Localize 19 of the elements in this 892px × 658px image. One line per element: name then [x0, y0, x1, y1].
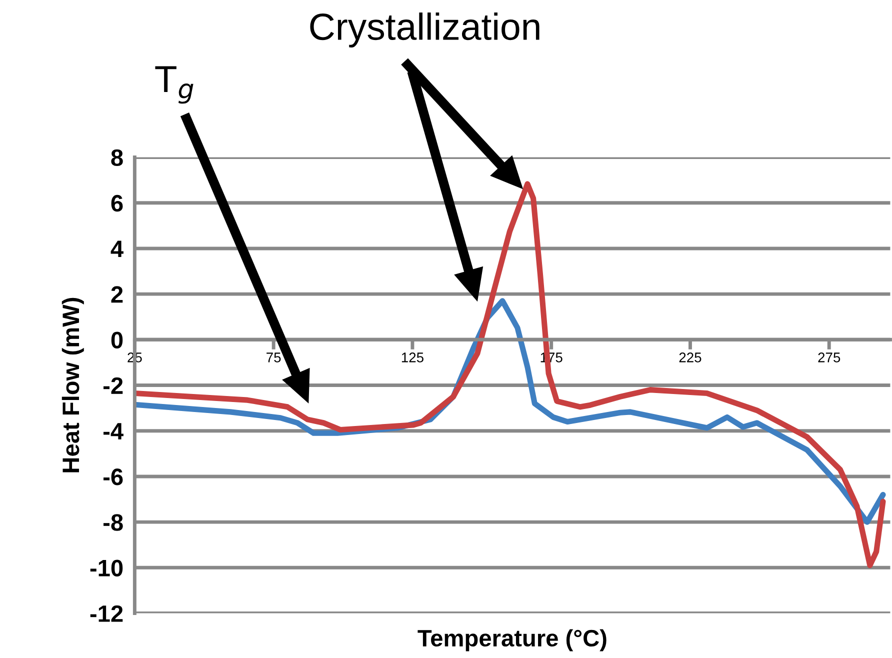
y-tick-label: -6	[104, 468, 123, 486]
text: T$_{g}$	[155, 66, 194, 104]
y-axis-title: Heat Flow (mW)	[62, 298, 84, 472]
x-tick-label: 125	[402, 352, 424, 362]
text: Crystallization	[310, 12, 540, 48]
y-tick-label: -2	[104, 377, 123, 394]
y-tick-label: 0	[111, 332, 123, 348]
x-tick-label: 275	[818, 352, 840, 362]
y-tick-label: -10	[90, 560, 123, 576]
x-axis-title: Temperature (°C)	[418, 629, 606, 652]
y-tick-label: -4	[104, 423, 124, 440]
y-tick-label: -12	[90, 605, 123, 622]
x-tick-label: 75	[266, 352, 281, 362]
y-tick-label: 8	[111, 149, 123, 166]
y-tick-label: 4	[110, 240, 124, 258]
x-tick-label: 225	[679, 352, 702, 362]
y-tick-label: 6	[111, 194, 123, 212]
y-tick-label: 2	[111, 286, 123, 303]
y-tick-label: -8	[104, 514, 123, 531]
